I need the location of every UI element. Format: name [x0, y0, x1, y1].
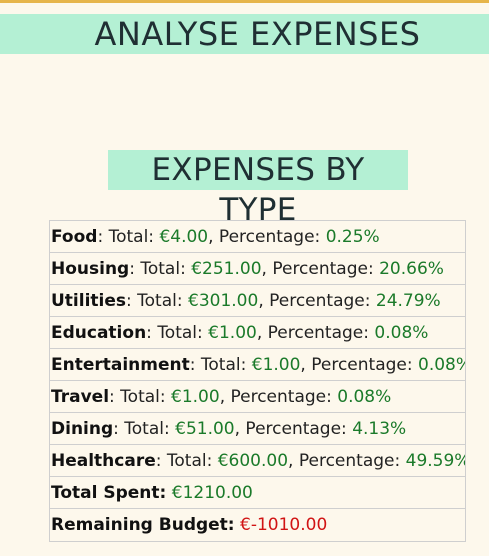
header-bar: [0, 14, 489, 54]
expense-percentage: 4.13%: [352, 419, 407, 439]
total-label: Total:: [137, 291, 188, 311]
expenses-table: Food: Total: €4.00, Percentage: 0.25% Ho…: [49, 220, 466, 542]
remaining-budget-value: €-1010.00: [240, 515, 328, 535]
expense-name: Food: [51, 227, 98, 247]
expense-percentage: 0.08%: [337, 387, 392, 407]
remaining-budget-label: Remaining Budget:: [51, 515, 235, 535]
total-spent-value: €1210.00: [171, 483, 253, 503]
expense-name: Housing: [51, 259, 130, 279]
percentage-label: , Percentage:: [256, 323, 375, 343]
expense-name: Entertainment: [51, 355, 190, 375]
percentage-label: , Percentage:: [234, 419, 353, 439]
expense-total: €301.00: [188, 291, 259, 311]
expense-total: €4.00: [159, 227, 209, 247]
expense-row-healthcare: Healthcare: Total: €600.00, Percentage: …: [50, 445, 465, 477]
expense-percentage: 0.08%: [418, 355, 465, 375]
expense-name: Education: [51, 323, 147, 343]
expense-percentage: 0.25%: [325, 227, 380, 247]
expense-row-dining: Dining: Total: €51.00, Percentage: 4.13%: [50, 413, 465, 445]
percentage-label: , Percentage:: [208, 227, 326, 247]
expense-name: Healthcare: [51, 451, 156, 471]
expense-row-housing: Housing: Total: €251.00, Percentage: 20.…: [50, 253, 465, 285]
expense-name: Travel: [51, 387, 110, 407]
expense-name: Utilities: [51, 291, 127, 311]
total-label: Total:: [124, 419, 176, 439]
percentage-label: , Percentage:: [288, 451, 406, 471]
expense-row-entertainment: Entertainment: Total: €1.00, Percentage:…: [50, 349, 465, 381]
total-label: Total:: [166, 451, 218, 471]
expense-total: €51.00: [175, 419, 235, 439]
top-accent-border: [0, 0, 489, 14]
expense-total: €600.00: [217, 451, 289, 471]
total-label: Total:: [108, 227, 160, 247]
expense-total: €1.00: [251, 355, 301, 375]
expense-percentage: 0.08%: [374, 323, 429, 343]
expense-row-food: Food: Total: €4.00, Percentage: 0.25%: [50, 221, 465, 253]
section-title: EXPENSES BY TYPE: [108, 150, 408, 228]
percentage-label: , Percentage:: [300, 355, 418, 375]
expense-row-travel: Travel: Total: €1.00, Percentage: 0.08%: [50, 381, 465, 413]
expense-total: €1.00: [208, 323, 257, 343]
total-label: Total:: [140, 259, 192, 279]
expense-row-education: Education: Total: €1.00, Percentage: 0.0…: [50, 317, 465, 349]
expense-percentage: 49.59%: [405, 451, 465, 471]
expense-name: Dining: [51, 419, 114, 439]
expense-percentage: 24.79%: [375, 291, 441, 311]
total-spent-row: Total Spent: €1210.00: [50, 477, 465, 509]
percentage-label: , Percentage:: [261, 259, 380, 279]
total-spent-label: Total Spent:: [51, 483, 167, 503]
expense-total: €251.00: [191, 259, 262, 279]
expense-row-utilities: Utilities: Total: €301.00, Percentage: 2…: [50, 285, 465, 317]
percentage-label: , Percentage:: [219, 387, 338, 407]
remaining-budget-row: Remaining Budget: €-1010.00: [50, 509, 465, 541]
total-label: Total:: [200, 355, 252, 375]
expense-total: €1.00: [171, 387, 220, 407]
percentage-label: , Percentage:: [258, 291, 376, 311]
total-label: Total:: [157, 323, 209, 343]
total-label: Total:: [120, 387, 172, 407]
expense-percentage: 20.66%: [379, 259, 444, 279]
page-title: ANALYSE EXPENSES: [94, 15, 421, 53]
